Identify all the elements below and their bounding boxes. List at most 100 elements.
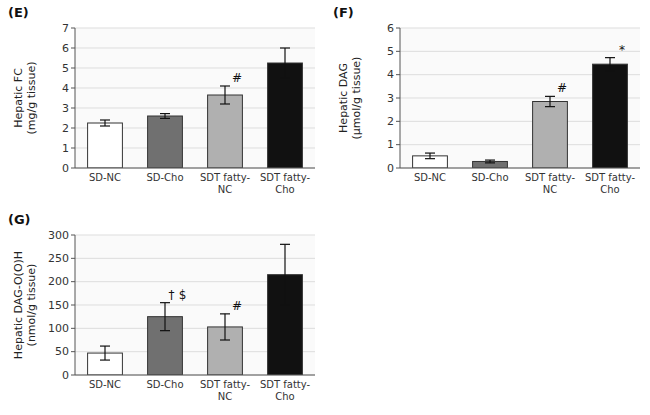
tick-mark bbox=[396, 74, 400, 75]
error-line bbox=[609, 58, 610, 71]
tick-label: 3 bbox=[387, 92, 394, 105]
error-line bbox=[224, 86, 225, 104]
tick-label: 250 bbox=[48, 252, 69, 265]
category-label: SD-Cho bbox=[146, 379, 183, 390]
category-label-line: SD-NC bbox=[414, 172, 446, 183]
error-cap bbox=[485, 162, 495, 163]
error-cap bbox=[220, 103, 230, 104]
marks bbox=[413, 58, 628, 168]
tick-label: 0 bbox=[387, 162, 394, 175]
y-axis-label-line: (mg/g tissue) bbox=[25, 61, 38, 134]
annotation: $ bbox=[179, 288, 187, 302]
tick-mark bbox=[396, 144, 400, 145]
category-label: SDT fatty-NC bbox=[200, 172, 251, 195]
error-line bbox=[429, 153, 430, 159]
annotation: † bbox=[169, 288, 175, 302]
tick-label: 300 bbox=[48, 229, 69, 242]
category-label: SD-NC bbox=[414, 172, 446, 183]
category-label-line: NC bbox=[218, 391, 232, 402]
error-cap bbox=[280, 47, 290, 48]
error-bar bbox=[220, 86, 230, 104]
annotation: # bbox=[232, 299, 242, 313]
tick-label: 4 bbox=[62, 82, 69, 95]
error-cap bbox=[280, 244, 290, 245]
category-label: SDT fatty-NC bbox=[200, 379, 251, 402]
error-cap bbox=[545, 106, 555, 107]
tick-label: 4 bbox=[387, 68, 394, 81]
error-cap bbox=[100, 119, 110, 120]
grid-line bbox=[75, 235, 315, 236]
panel: 0123456SD-NCSD-ChoSDT fatty-NCSDT fatty-… bbox=[333, 5, 640, 195]
category-label-line: SD-NC bbox=[89, 379, 121, 390]
marks bbox=[88, 244, 303, 375]
tick-mark bbox=[71, 48, 75, 49]
error-cap bbox=[605, 57, 615, 58]
error-cap bbox=[220, 85, 230, 86]
error-cap bbox=[160, 302, 170, 303]
x-axis-line bbox=[75, 375, 315, 376]
panel-title: (E) bbox=[8, 5, 29, 20]
bar bbox=[268, 63, 303, 168]
tick-label: 2 bbox=[62, 122, 69, 135]
y-axis-label-line: Hepatic DAG bbox=[337, 63, 350, 133]
grid-line bbox=[400, 28, 640, 29]
error-cap bbox=[605, 70, 615, 71]
category-label-line: SD-NC bbox=[89, 172, 121, 183]
annotation: # bbox=[557, 81, 567, 95]
error-cap bbox=[545, 96, 555, 97]
tick-mark bbox=[396, 98, 400, 99]
error-bar bbox=[100, 346, 110, 360]
grid-line bbox=[400, 51, 640, 52]
tick-label: 150 bbox=[48, 299, 69, 312]
category-label-line: NC bbox=[218, 184, 232, 195]
tick-mark bbox=[71, 351, 75, 352]
bar bbox=[533, 102, 568, 169]
tick-mark bbox=[396, 121, 400, 122]
tick-label: 6 bbox=[62, 42, 69, 55]
error-line bbox=[284, 244, 285, 305]
category-label-line: SDT fatty- bbox=[260, 379, 311, 390]
error-line bbox=[164, 303, 165, 331]
tick-mark bbox=[71, 235, 75, 236]
category-label: SDT fatty-NC bbox=[525, 172, 576, 195]
tick-label: 5 bbox=[387, 45, 394, 58]
tick-label: 50 bbox=[55, 345, 69, 358]
y-axis-line bbox=[400, 28, 401, 168]
annotation: # bbox=[232, 71, 242, 85]
tick-label: 0 bbox=[62, 162, 69, 175]
category-label-line: SD-Cho bbox=[146, 172, 183, 183]
tick-mark bbox=[71, 28, 75, 29]
tick-mark bbox=[396, 51, 400, 52]
bar bbox=[593, 64, 628, 168]
tick-mark bbox=[71, 328, 75, 329]
error-bar bbox=[280, 48, 290, 78]
category-label-line: NC bbox=[543, 184, 557, 195]
x-axis-line bbox=[75, 168, 315, 169]
x-axis-line bbox=[400, 168, 640, 169]
tick-label: 100 bbox=[48, 322, 69, 335]
tick-mark bbox=[396, 168, 400, 169]
error-bar bbox=[160, 303, 170, 331]
grid-line bbox=[75, 258, 315, 259]
plot-background bbox=[75, 235, 315, 375]
error-bar bbox=[425, 153, 435, 159]
grid-line bbox=[75, 28, 315, 29]
category-label-line: SD-Cho bbox=[471, 172, 508, 183]
category-label-line: SDT fatty- bbox=[260, 172, 311, 183]
error-cap bbox=[160, 118, 170, 119]
panel: 01234567SD-NCSD-ChoSDT fatty-NCSDT fatty… bbox=[8, 5, 315, 195]
error-line bbox=[164, 114, 165, 119]
error-bar bbox=[220, 314, 230, 340]
panel-title: (F) bbox=[333, 5, 354, 20]
tick-mark bbox=[71, 108, 75, 109]
y-axis-label-line: Hepatic FC bbox=[12, 68, 25, 128]
bar bbox=[148, 116, 183, 168]
category-label: SDT fatty-Cho bbox=[585, 172, 636, 195]
chart-figure: 01234567SD-NCSD-ChoSDT fatty-NCSDT fatty… bbox=[0, 0, 650, 415]
panel-title: (G) bbox=[8, 212, 31, 227]
category-label-line: Cho bbox=[275, 391, 294, 402]
y-axis-label-line: (μmol/g tissue) bbox=[350, 57, 363, 140]
category-label-line: Cho bbox=[600, 184, 619, 195]
error-cap bbox=[425, 158, 435, 159]
tick-mark bbox=[71, 68, 75, 69]
